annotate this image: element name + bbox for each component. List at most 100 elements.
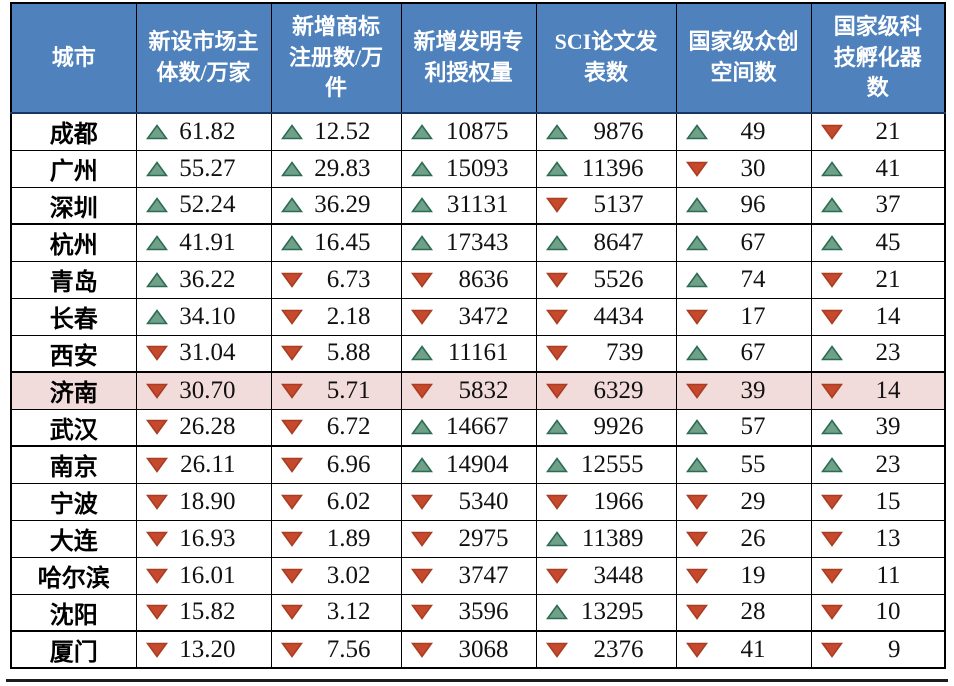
header-new-trademarks: 新增商标注册数/万件 [270, 2, 402, 114]
metric-cell: 8647 [535, 223, 677, 262]
up-triangle-icon [820, 160, 843, 176]
metric-cell: 10875 [400, 112, 537, 151]
metric-cell: 67 [675, 334, 812, 373]
metric-value: 17 [740, 302, 766, 330]
metric-cell-content: 5137 [545, 191, 674, 219]
down-triangle-icon [280, 309, 303, 325]
city-name: 广州 [10, 149, 137, 188]
down-triangle-icon [410, 568, 433, 584]
metric-cell: 37 [810, 186, 946, 225]
metric-value: 14904 [446, 450, 509, 478]
metric-value: 6329 [593, 376, 644, 404]
city-name: 青岛 [10, 260, 137, 299]
up-triangle-icon [685, 419, 708, 435]
metric-cell: 6329 [535, 371, 677, 410]
table-header: 城市 新设市场主体数/万家 新增商标注册数/万件 新增发明专利授权量 SCI论文… [10, 2, 946, 114]
metric-cell: 34.10 [135, 297, 272, 336]
metric-cell-content: 13 [820, 525, 943, 553]
metric-cell: 52.24 [135, 186, 272, 225]
table-row: 西安 31.04 5.88 11161 739 67 23 [10, 334, 946, 373]
down-triangle-icon [820, 272, 843, 288]
metric-cell-content: 6.96 [280, 451, 399, 479]
metric-cell-content: 41 [685, 636, 809, 664]
metric-value: 16.01 [179, 561, 236, 589]
up-triangle-icon [145, 197, 168, 213]
metric-cell: 9876 [535, 112, 677, 151]
up-triangle-icon [145, 234, 168, 251]
table-row: 青岛 36.22 6.73 8636 5526 74 21 [10, 260, 946, 299]
city-name: 大连 [10, 519, 137, 558]
header-national-tech-incubators: 国家级科技孵化器数 [810, 2, 946, 114]
metric-cell-content: 8636 [410, 266, 534, 294]
metric-cell: 30.70 [135, 371, 272, 410]
metric-cell-content: 17 [685, 302, 809, 331]
down-triangle-icon [545, 383, 568, 399]
metric-cell-content: 57 [685, 413, 809, 441]
down-triangle-icon [410, 383, 433, 399]
metric-cell-content: 16.01 [145, 561, 269, 590]
metric-cell-content: 3747 [410, 562, 534, 590]
metric-cell: 2376 [535, 630, 677, 669]
up-triangle-icon [145, 123, 168, 140]
metric-cell: 41 [675, 630, 812, 669]
down-triangle-icon [685, 568, 708, 584]
metric-value: 29.83 [314, 154, 371, 182]
metric-cell: 14667 [400, 408, 537, 447]
metric-cell: 7.56 [270, 630, 402, 669]
metric-cell: 14 [810, 297, 946, 336]
metric-cell-content: 3.12 [280, 598, 399, 626]
header-row: 城市 新设市场主体数/万家 新增商标注册数/万件 新增发明专利授权量 SCI论文… [10, 2, 946, 114]
down-triangle-icon [685, 604, 708, 621]
metric-cell-content: 11161 [410, 339, 534, 367]
metric-cell-content: 67 [685, 339, 809, 367]
metric-cell-content: 74 [685, 266, 809, 294]
city-name: 武汉 [10, 408, 137, 447]
metric-value: 13.20 [179, 635, 236, 663]
down-triangle-icon [820, 494, 843, 510]
down-triangle-icon [410, 642, 433, 658]
up-triangle-icon [685, 234, 708, 251]
metric-cell-content: 3472 [410, 302, 534, 331]
metric-cell: 12555 [535, 445, 677, 484]
metric-value: 16.45 [314, 228, 371, 256]
metric-cell: 29.83 [270, 149, 402, 188]
metric-cell: 15.82 [135, 593, 272, 632]
table-row: 大连 16.93 1.89 2975 11389 26 13 [10, 519, 946, 558]
down-triangle-icon [820, 642, 843, 658]
down-triangle-icon [145, 604, 168, 621]
metric-cell: 5.88 [270, 334, 402, 373]
metric-cell: 3448 [535, 556, 677, 595]
up-triangle-icon [410, 123, 433, 140]
up-triangle-icon [280, 123, 303, 140]
city-name: 南京 [10, 445, 137, 484]
up-triangle-icon [820, 456, 843, 473]
metric-cell-content: 36.29 [280, 191, 399, 219]
metric-cell: 3.02 [270, 556, 402, 595]
metric-value: 31131 [446, 191, 509, 219]
metric-cell: 10 [810, 593, 946, 632]
metric-cell: 6.02 [270, 482, 402, 521]
up-triangle-icon [280, 160, 303, 176]
up-triangle-icon [685, 197, 708, 213]
metric-cell-content: 17343 [410, 228, 534, 257]
down-triangle-icon [685, 309, 708, 325]
down-triangle-icon [545, 272, 568, 288]
metric-value: 2.18 [326, 302, 371, 330]
metric-value: 13295 [581, 598, 644, 626]
up-triangle-icon [145, 160, 168, 176]
down-triangle-icon [280, 272, 303, 288]
city-name: 沈阳 [10, 593, 137, 632]
metric-value: 17343 [446, 228, 509, 256]
metric-value: 67 [740, 228, 766, 256]
metric-cell-content: 18.90 [145, 488, 269, 516]
table-row: 成都 61.82 12.52 10875 9876 49 21 [10, 112, 946, 151]
down-triangle-icon [410, 531, 433, 547]
city-name: 长春 [10, 297, 137, 336]
up-triangle-icon [545, 123, 568, 140]
metric-cell: 4434 [535, 297, 677, 336]
metric-value: 36.22 [179, 265, 236, 293]
metric-value: 3472 [458, 302, 509, 330]
metric-value: 14 [875, 376, 901, 404]
metric-value: 49 [740, 117, 766, 145]
metric-cell-content: 13.20 [145, 635, 269, 664]
